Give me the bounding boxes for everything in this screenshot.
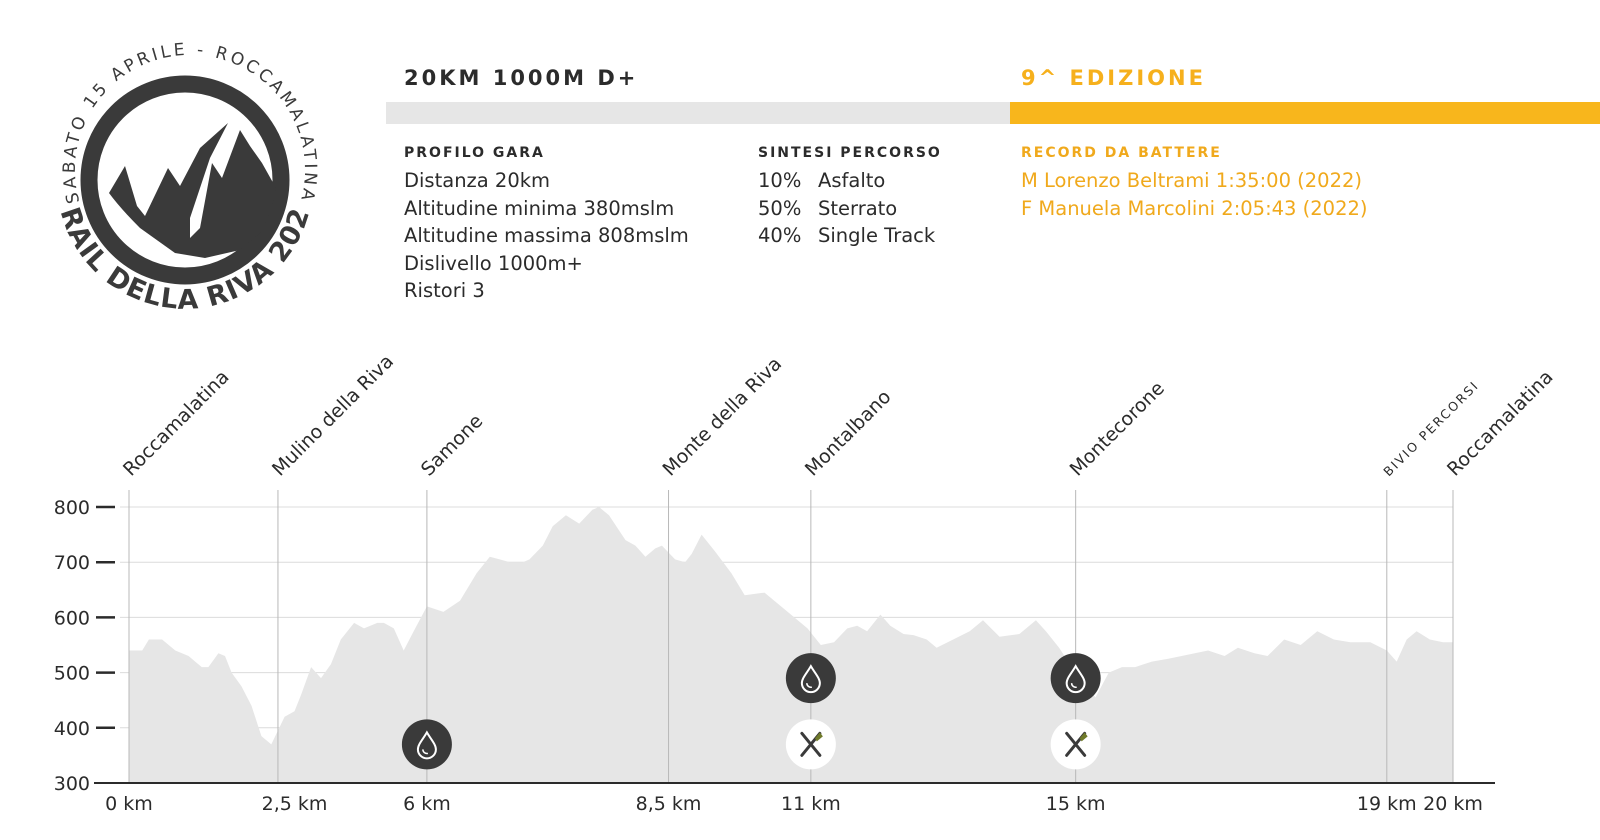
- x-tick-label: 19 km: [1357, 793, 1417, 815]
- distance-title: 20KM 1000M D+: [404, 66, 639, 90]
- sintesi-row: 10% Asfalto: [758, 167, 942, 195]
- x-tick-label: 15 km: [1046, 793, 1106, 815]
- knife-blade-icon: [1079, 732, 1088, 742]
- profilo-gara: PROFILO GARA Distanza 20km Altitudine mi…: [404, 145, 689, 305]
- sintesi-label: Single Track: [818, 224, 936, 247]
- water-drop-icon: [1065, 664, 1086, 694]
- sintesi-heading: SINTESI PERCORSO: [758, 145, 942, 161]
- header-bar-grey: [386, 102, 1010, 124]
- record-heading: RECORD DA BATTERE: [1021, 145, 1222, 161]
- waypoint-label: Roccamalatina: [1443, 366, 1558, 481]
- water-drop-highlight: [1070, 683, 1077, 688]
- mountain-icon: [109, 123, 276, 258]
- profilo-heading: PROFILO GARA: [404, 145, 545, 161]
- x-tick-label: 2,5 km: [262, 793, 328, 815]
- water-drop-icon: [416, 730, 437, 760]
- sintesi-percorso: SINTESI PERCORSO 10% Asfalto 50% Sterrato …: [758, 145, 942, 250]
- water-drop-highlight: [806, 683, 813, 688]
- elevation-area: [129, 507, 1453, 783]
- waypoint-label: Montecorone: [1066, 377, 1169, 480]
- profilo-line: Dislivello 1000m+: [404, 251, 583, 275]
- y-tick-label: 300: [54, 773, 90, 795]
- sintesi-row: 50% Sterrato: [758, 195, 942, 223]
- waypoint-label: Mulino della Riva: [268, 350, 398, 480]
- y-tick-label: 600: [54, 607, 90, 629]
- profilo-line: Altitudine massima 808mslm: [404, 224, 689, 247]
- x-tick-label: 6 km: [403, 793, 451, 815]
- sintesi-label: Sterrato: [818, 196, 898, 220]
- record-da-battere: RECORD DA BATTERE M Lorenzo Beltrami 1:3…: [1021, 145, 1368, 222]
- waypoint-label: Montalbano: [801, 386, 896, 481]
- x-tick-label: 20 km: [1423, 793, 1483, 815]
- record-line: F Manuela Marcolini 2:05:43 (2022): [1021, 196, 1368, 220]
- event-logo: SABATO 15 APRILE - ROCCAMALATINA TRAIL D…: [40, 28, 317, 316]
- water-drop-highlight: [422, 749, 429, 755]
- edition-title: 9^ EDIZIONE: [1021, 66, 1206, 90]
- sintesi-row: 40% Single Track: [758, 222, 942, 250]
- x-tick-label: 11 km: [781, 793, 841, 815]
- water-station-icon: [401, 719, 452, 770]
- header-bar-orange: [1010, 102, 1600, 124]
- sintesi-pct: 40%: [758, 224, 802, 247]
- profilo-line: Distanza 20km: [404, 169, 551, 192]
- water-station-icon: [785, 653, 836, 704]
- y-tick-label: 700: [54, 552, 90, 574]
- knife-blade-icon: [814, 732, 823, 742]
- y-tick-label: 500: [54, 663, 90, 685]
- profilo-line: Altitudine minima 380mslm: [404, 196, 675, 220]
- waypoint-label: Samone: [417, 410, 487, 480]
- sintesi-pct: 50%: [758, 196, 802, 220]
- waypoint-label: Monte della Riva: [659, 353, 787, 481]
- water-drop-icon: [800, 664, 821, 694]
- sintesi-pct: 10%: [758, 169, 802, 192]
- profilo-line: Ristori 3: [404, 279, 485, 302]
- y-tick-label: 400: [54, 718, 90, 740]
- waypoint-label: Roccamalatina: [119, 366, 234, 481]
- x-tick-label: 0 km: [105, 793, 153, 815]
- x-tick-label: 8,5 km: [636, 793, 702, 815]
- sintesi-label: Asfalto: [818, 169, 886, 192]
- record-line: M Lorenzo Beltrami 1:35:00 (2022): [1021, 169, 1363, 192]
- y-tick-label: 800: [54, 497, 90, 519]
- water-station-icon: [1050, 653, 1101, 704]
